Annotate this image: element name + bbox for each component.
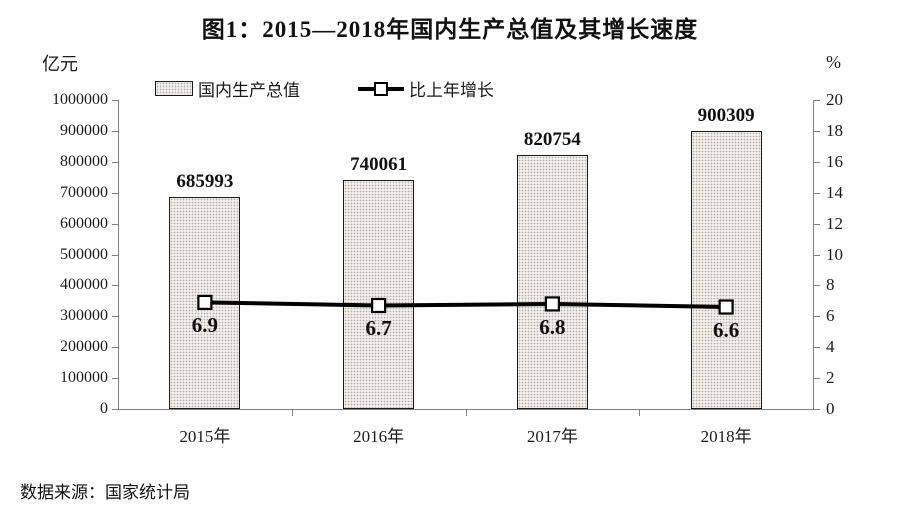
left-axis-tick-label: 900000 bbox=[60, 121, 108, 139]
right-axis-tick bbox=[814, 347, 820, 349]
growth-value-label: 6.9 bbox=[191, 313, 218, 338]
left-axis-tick bbox=[112, 223, 118, 225]
chart-title: 图1：2015—2018年国内生产总值及其增长速度 bbox=[201, 17, 699, 42]
right-axis-unit-label: % bbox=[826, 52, 841, 72]
growth-value-label: 6.6 bbox=[713, 318, 740, 343]
left-axis-tick bbox=[112, 316, 118, 318]
right-axis-tick bbox=[814, 316, 820, 318]
data-source-note: 数据来源：国家统计局 bbox=[20, 483, 190, 502]
right-axis-tick bbox=[814, 223, 820, 225]
left-axis-unit-label: 亿元 bbox=[42, 54, 78, 74]
right-axis-tick bbox=[814, 192, 820, 194]
gdp-bar-value-label: 900309 bbox=[697, 104, 755, 126]
right-axis-tick-label: 0 bbox=[826, 399, 835, 418]
left-axis-tick-label: 200000 bbox=[60, 338, 108, 356]
left-axis-tick-label: 700000 bbox=[60, 183, 108, 201]
left-axis-tick bbox=[112, 347, 118, 349]
right-axis-tick bbox=[814, 130, 820, 132]
right-axis-tick-label: 10 bbox=[826, 244, 843, 264]
right-axis-tick-label: 4 bbox=[826, 337, 835, 357]
left-axis-tick-label: 500000 bbox=[60, 245, 108, 263]
right-axis-tick-label: 6 bbox=[826, 306, 835, 326]
right-axis-tick-label: 8 bbox=[826, 275, 835, 295]
legend-item-gdp: 国内生产总值 bbox=[155, 76, 300, 101]
right-axis-tick bbox=[814, 285, 820, 287]
left-axis-tick bbox=[112, 192, 118, 194]
legend-label-growth: 比上年增长 bbox=[409, 81, 494, 100]
gdp-bar-2018年 bbox=[690, 130, 762, 409]
x-axis-tick bbox=[291, 410, 293, 416]
left-axis-tick bbox=[112, 254, 118, 256]
gdp-bar-2017年 bbox=[516, 155, 588, 409]
bar-swatch-icon bbox=[155, 81, 193, 96]
left-axis-tick-label: 1000000 bbox=[52, 91, 108, 108]
line-marker-swatch-icon bbox=[358, 81, 404, 96]
right-axis-tick bbox=[814, 100, 820, 101]
x-category-label: 2017年 bbox=[526, 427, 578, 446]
left-axis-tick bbox=[112, 378, 118, 380]
growth-value-label: 6.7 bbox=[365, 316, 392, 341]
right-axis-tick-label: 20 bbox=[826, 90, 843, 109]
left-axis-tick-label: 800000 bbox=[60, 152, 108, 170]
legend: 国内生产总值 比上年增长 bbox=[155, 76, 494, 101]
right-axis-line bbox=[813, 100, 814, 409]
left-axis-tick-label: 100000 bbox=[60, 369, 108, 387]
left-axis-tick bbox=[112, 409, 118, 410]
x-category-label: 2015年 bbox=[179, 427, 231, 446]
left-axis-line bbox=[118, 100, 119, 409]
gdp-bar-value-label: 740061 bbox=[350, 154, 408, 176]
left-axis-tick bbox=[112, 161, 118, 163]
right-axis-tick bbox=[814, 254, 820, 256]
right-axis-tick-label: 12 bbox=[826, 213, 843, 233]
right-axis-tick-label: 16 bbox=[826, 151, 843, 171]
right-axis-tick-label: 14 bbox=[826, 182, 843, 202]
x-axis-tick bbox=[465, 410, 467, 416]
gdp-bar-value-label: 820754 bbox=[523, 129, 581, 151]
right-axis-tick bbox=[814, 409, 820, 410]
left-axis-tick-label: 300000 bbox=[60, 307, 108, 325]
right-axis-tick-label: 18 bbox=[826, 120, 843, 140]
left-axis-tick-label: 400000 bbox=[60, 276, 108, 294]
x-category-label: 2016年 bbox=[353, 427, 405, 446]
right-axis-tick bbox=[814, 161, 820, 163]
growth-value-label: 6.8 bbox=[539, 314, 566, 339]
gdp-bar-value-label: 685993 bbox=[176, 171, 234, 193]
left-axis-tick bbox=[112, 130, 118, 132]
right-axis-tick bbox=[814, 378, 820, 380]
left-axis-tick-label: 600000 bbox=[60, 214, 108, 232]
left-axis-tick bbox=[112, 285, 118, 287]
gdp-bar-2015年 bbox=[169, 197, 241, 409]
bottom-axis-line bbox=[118, 409, 814, 410]
right-axis-tick-label: 2 bbox=[826, 368, 835, 388]
left-axis-tick bbox=[112, 100, 118, 101]
legend-label-gdp: 国内生产总值 bbox=[198, 81, 300, 100]
gdp-bar-2016年 bbox=[343, 180, 415, 409]
left-axis-tick-label: 0 bbox=[100, 400, 108, 417]
x-category-label: 2018年 bbox=[700, 427, 752, 446]
legend-item-growth: 比上年增长 bbox=[358, 76, 494, 101]
x-axis-tick bbox=[639, 410, 641, 416]
